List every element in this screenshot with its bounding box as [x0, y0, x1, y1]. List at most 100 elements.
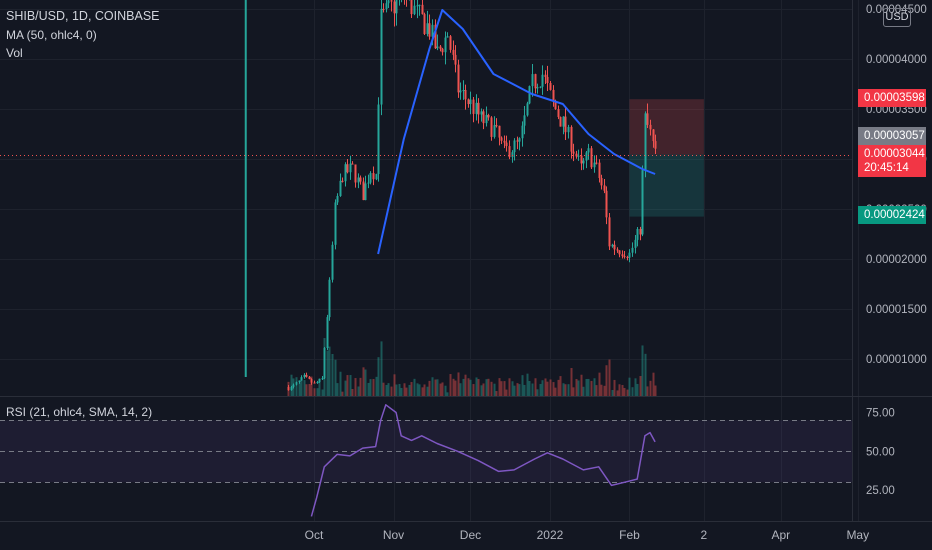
candle [428, 23, 431, 37]
volume-bar [467, 378, 470, 396]
volume-bar [469, 379, 472, 396]
volume-bar [570, 368, 573, 396]
volume-bar [295, 377, 298, 396]
volume-bar [400, 387, 403, 396]
volume-bar [513, 385, 516, 396]
candle [631, 247, 634, 253]
volume-bar [454, 380, 457, 396]
candle [367, 182, 370, 184]
volume-bar [493, 383, 496, 396]
volume-bar [616, 390, 619, 396]
candle [341, 180, 344, 182]
candle [436, 46, 439, 49]
candle [628, 252, 631, 258]
volume-legend[interactable]: Vol [6, 46, 23, 60]
volume-bar [351, 388, 354, 396]
candle [623, 256, 626, 258]
ma-legend[interactable]: MA (50, ohlc4, 0) [6, 28, 97, 42]
volume-bar [413, 378, 416, 396]
candle [572, 151, 575, 154]
price-tick-label: 0.00004000 [866, 54, 927, 66]
candle [580, 155, 583, 164]
volume-bar [444, 385, 447, 396]
candle [349, 163, 352, 173]
volume-bar [582, 386, 585, 396]
candle [359, 177, 362, 182]
volume-bar [452, 378, 455, 396]
volume-bar [552, 382, 555, 396]
long-position-tool[interactable] [629, 99, 704, 217]
volume-bar [416, 383, 419, 396]
candle [472, 99, 475, 114]
volume-bar [482, 383, 485, 396]
volume-bar [382, 382, 385, 396]
symbol-legend[interactable]: SHIB/USD, 1D, COINBASE [6, 9, 160, 23]
candle [346, 164, 349, 173]
volume-bar [498, 378, 501, 396]
time-tick-label: Feb [619, 528, 640, 542]
candle [618, 250, 621, 255]
rsi-tick-label: 50.00 [866, 446, 895, 458]
rsi-tick-label: 75.00 [866, 408, 895, 420]
volume-bar [649, 380, 652, 396]
candle [600, 178, 603, 186]
currency-button[interactable]: USD [883, 8, 911, 27]
volume-bar [410, 382, 413, 396]
candle [336, 195, 339, 203]
candle [382, 8, 385, 10]
candle [377, 104, 380, 175]
candle [480, 111, 483, 115]
volume-bar [618, 384, 621, 396]
moving-average-line[interactable] [377, 9, 656, 255]
candle [498, 125, 501, 138]
candle [434, 24, 437, 49]
volume-bar [421, 387, 424, 396]
rsi-legend[interactable]: RSI (21, ohlc4, SMA, 14, 2) [6, 405, 153, 419]
volume-bar [346, 375, 349, 396]
volume-bar [631, 387, 634, 396]
volume-bar [567, 384, 570, 396]
volume-bar [380, 341, 383, 396]
candle [326, 317, 329, 348]
volume-bar [536, 389, 539, 396]
candle [521, 125, 524, 139]
volume-bar [626, 389, 629, 396]
candlestick-series[interactable] [244, 0, 657, 391]
candle [534, 74, 537, 89]
volume-bar [408, 384, 411, 396]
candle [495, 125, 498, 127]
volume-bar [290, 374, 293, 396]
candle [608, 217, 611, 247]
volume-bar [516, 383, 519, 396]
candle [559, 117, 562, 127]
pane-separators [0, 0, 932, 522]
candle [464, 89, 467, 100]
volume-bar [428, 380, 431, 396]
volume-bar [641, 345, 644, 396]
time-axis[interactable]: Oct Nov Dec 2022 Feb 2 Apr May [305, 528, 869, 542]
volume-bar [505, 389, 508, 396]
volume-bar [331, 353, 334, 396]
volume-bar [521, 375, 524, 396]
volume-bar [636, 383, 639, 396]
volume-bar [439, 383, 442, 396]
candle [511, 152, 514, 158]
candle [616, 249, 619, 251]
rsi-pane[interactable] [0, 404, 852, 517]
candle [526, 103, 529, 116]
volume-bar [475, 377, 478, 396]
price-tick-label: 0.00004500 [866, 4, 927, 16]
volume-bar [623, 387, 626, 396]
volume-bar [354, 378, 357, 396]
volume-bar [316, 388, 319, 396]
volume-bar [321, 389, 324, 396]
volume-bar [500, 381, 503, 396]
candle [375, 174, 378, 180]
volume-bar [308, 384, 311, 396]
candle [385, 3, 388, 10]
candle [641, 170, 644, 235]
volume-bar [436, 379, 439, 396]
volume-bar [598, 372, 601, 396]
volume-bar [387, 383, 390, 396]
